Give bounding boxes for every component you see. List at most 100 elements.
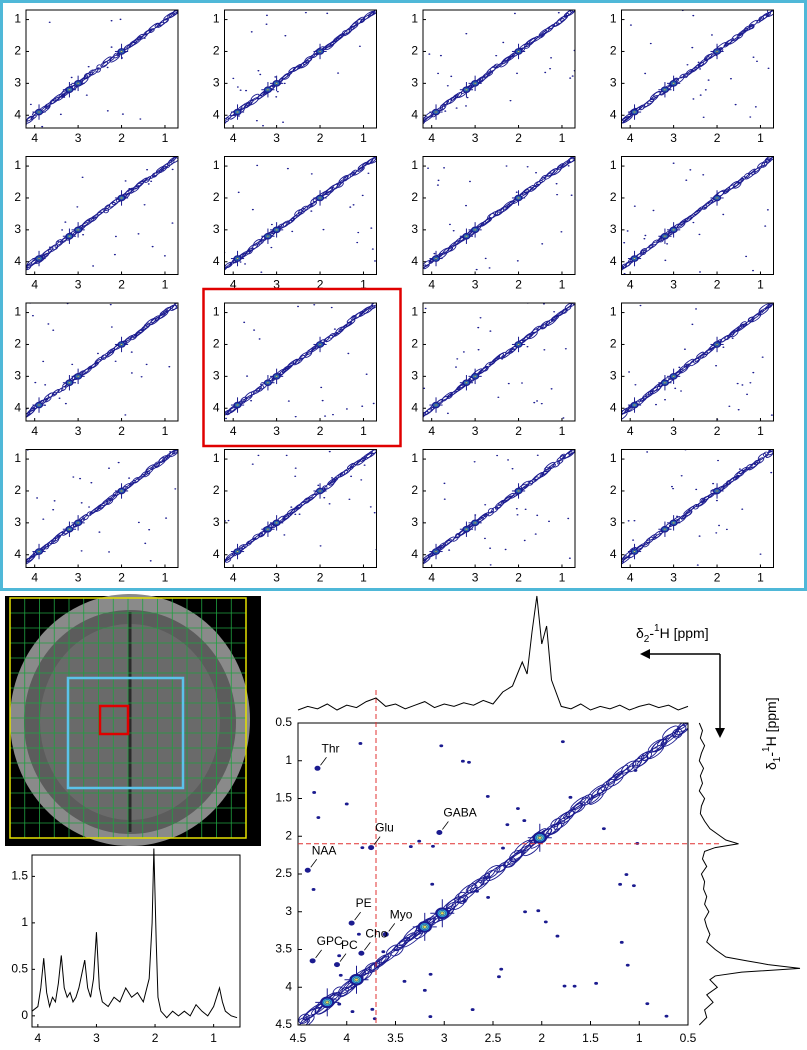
contour	[650, 739, 667, 753]
plot-area	[621, 303, 774, 421]
contour	[571, 75, 574, 77]
peak-contour	[37, 550, 41, 553]
contour	[466, 884, 478, 894]
peak-contour	[633, 111, 636, 114]
contour	[280, 220, 290, 228]
contour	[256, 164, 259, 167]
x-tick-label: 3	[75, 424, 82, 438]
contour	[652, 209, 655, 212]
contour	[522, 819, 527, 823]
x-tick-label: 3	[670, 424, 677, 438]
y-tick-label: 1	[610, 451, 617, 465]
peak-contour	[318, 50, 322, 53]
contour	[495, 504, 502, 510]
contour	[13, 416, 23, 424]
contour	[541, 243, 544, 245]
contour	[465, 204, 467, 207]
x-tick-label: 4	[627, 424, 634, 438]
peak-contour	[715, 196, 719, 200]
contour	[479, 317, 482, 319]
contour	[489, 547, 492, 549]
peak-contour	[537, 836, 542, 840]
contour	[633, 768, 638, 772]
contour	[543, 349, 546, 351]
y-tick-label: 2	[411, 483, 418, 497]
contour	[70, 76, 73, 79]
y-tick-label: 4	[610, 547, 617, 561]
contour	[640, 249, 647, 256]
contour	[26, 265, 28, 270]
contour	[621, 265, 625, 274]
contour	[13, 561, 24, 570]
peak-contour	[68, 88, 71, 91]
contour	[143, 204, 146, 206]
y-tick-label: 3	[610, 222, 617, 236]
peak-contour	[68, 235, 71, 238]
contour	[87, 365, 93, 370]
contour	[330, 306, 333, 309]
contour	[698, 233, 701, 236]
contour	[137, 233, 140, 235]
contour	[360, 846, 365, 850]
peak-contour	[663, 528, 667, 531]
annotated-peak	[309, 958, 316, 964]
contour	[437, 179, 440, 182]
contour	[643, 238, 646, 240]
contour	[338, 986, 350, 997]
grid-frame	[0, 0, 807, 591]
plot-frame	[224, 9, 377, 129]
annotated-peak	[334, 962, 340, 968]
x-tick-label: 2	[538, 1031, 545, 1045]
contour	[469, 180, 471, 183]
x-tick-label: 4	[35, 1031, 42, 1045]
contour	[211, 418, 218, 424]
contour	[36, 497, 39, 499]
contour	[423, 387, 426, 390]
contour	[664, 259, 667, 262]
contour	[343, 25, 355, 35]
contour	[687, 211, 699, 220]
contour	[162, 169, 165, 171]
peak-contour	[266, 88, 270, 91]
y-tick-label: 1	[21, 915, 28, 929]
contour	[71, 363, 74, 366]
contour	[516, 807, 520, 810]
contour	[214, 415, 224, 423]
contour	[722, 346, 725, 348]
contour	[88, 506, 91, 508]
plot-area	[412, 10, 575, 132]
axis-label-part: H [ppm]	[660, 625, 709, 641]
contour	[26, 119, 28, 125]
contour	[106, 110, 109, 112]
contour	[257, 70, 260, 72]
x-tick-label: 3	[670, 571, 677, 585]
contour	[731, 34, 740, 41]
contour	[446, 85, 449, 87]
contour	[137, 521, 140, 524]
contour	[727, 331, 735, 338]
contour	[699, 271, 701, 273]
contour	[134, 187, 137, 189]
contour	[61, 229, 64, 231]
contour	[446, 536, 455, 544]
contour	[44, 103, 51, 109]
peak-contour	[68, 528, 71, 531]
contour	[412, 126, 419, 132]
contour	[722, 213, 725, 216]
contour	[284, 35, 287, 37]
contour	[294, 475, 297, 478]
contour	[292, 211, 303, 220]
contour	[328, 479, 337, 486]
y-tick-label: 1	[610, 305, 617, 319]
contour	[524, 508, 527, 511]
peak-contour	[266, 381, 270, 384]
contour	[224, 119, 227, 125]
y-tick-label: 4	[213, 400, 220, 414]
contour	[544, 71, 547, 74]
contour	[324, 415, 327, 417]
contour	[282, 121, 285, 123]
peak-contour	[318, 196, 322, 200]
contour	[641, 390, 653, 400]
contour	[505, 348, 513, 355]
y-tick-label: 3	[14, 222, 21, 236]
